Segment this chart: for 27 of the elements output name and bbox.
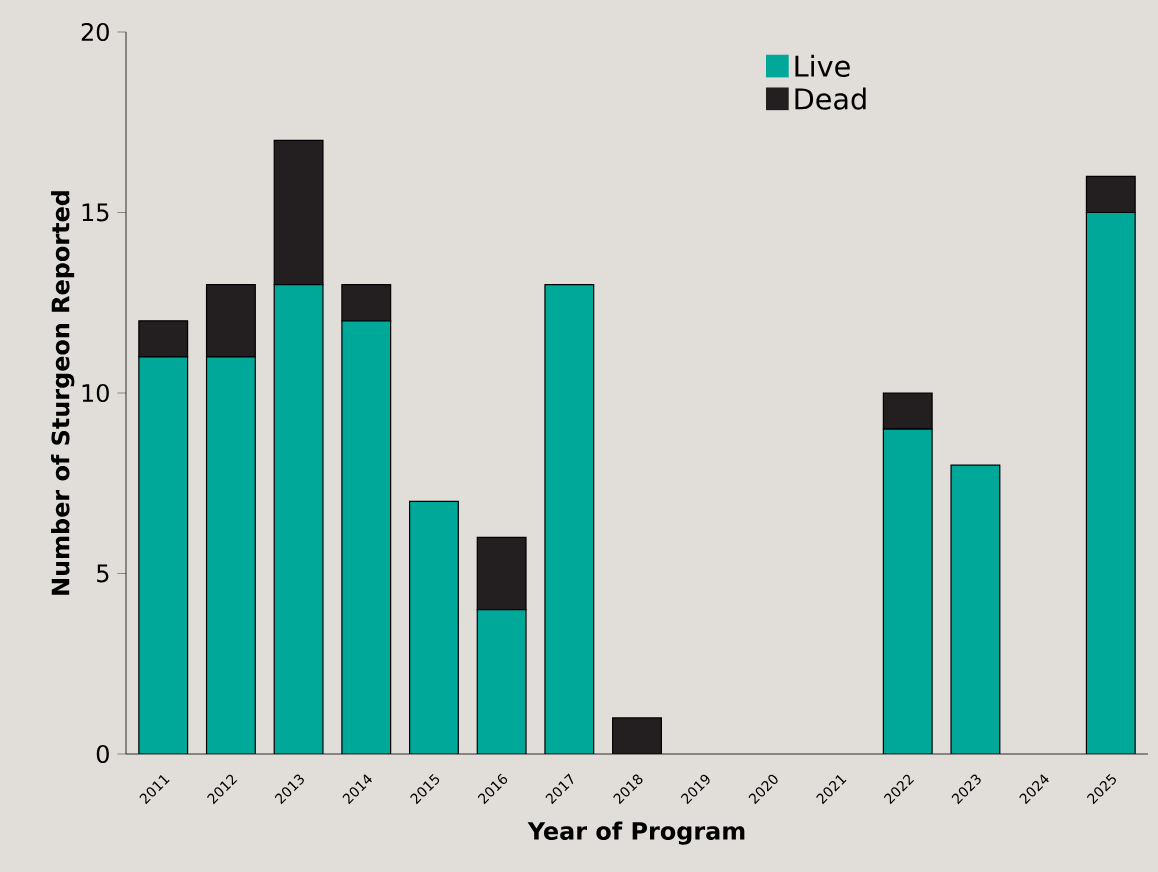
y-tick-label: 10 — [82, 383, 109, 403]
bar — [206, 356, 256, 754]
legend-label: Dead — [795, 87, 866, 110]
bar — [274, 284, 323, 754]
bar — [544, 284, 594, 754]
bar — [341, 320, 391, 754]
bar — [273, 139, 324, 286]
bar — [951, 465, 1000, 754]
bar — [138, 356, 188, 754]
y-tick-label: 5 — [97, 564, 109, 583]
y-tick-label: 0 — [96, 744, 109, 764]
bar — [1085, 175, 1136, 214]
y-axis-title: Number of Sturgeon Reported — [51, 191, 75, 595]
bar — [476, 536, 527, 611]
legend-label: Live — [795, 54, 850, 78]
bar — [477, 609, 527, 754]
bar — [882, 392, 933, 430]
bar — [205, 284, 256, 358]
bar — [138, 320, 189, 358]
bar — [612, 717, 662, 754]
bar — [883, 429, 933, 754]
x-axis-title: Year of Program — [527, 821, 745, 845]
bar — [409, 501, 459, 754]
bar — [1085, 211, 1136, 754]
y-tick-label: 20 — [81, 22, 109, 42]
bar — [341, 284, 392, 322]
y-tick-label: 15 — [82, 203, 109, 222]
